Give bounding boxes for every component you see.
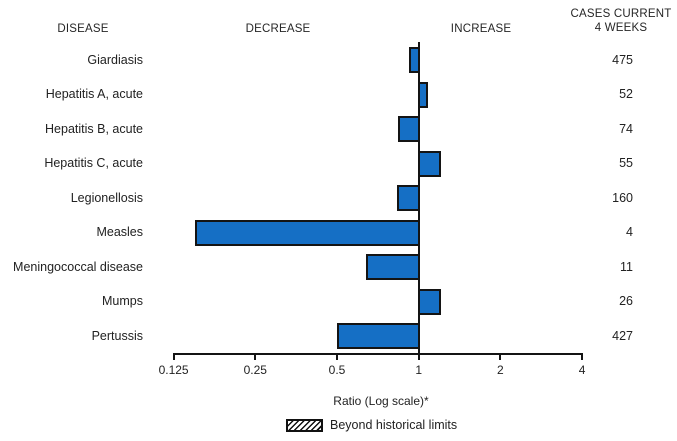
- disease-label: Mumps: [102, 294, 143, 309]
- cases-value: 55: [619, 156, 633, 171]
- ratio-bar: [337, 323, 420, 349]
- legend-hatch-swatch: [286, 418, 323, 432]
- column-header-cases-line2: 4 WEEKS: [594, 22, 648, 34]
- ratio-bar: [418, 288, 442, 315]
- legend: Beyond historical limits: [286, 418, 457, 432]
- ratio-bar: [366, 254, 420, 281]
- cases-value: 427: [612, 328, 633, 343]
- x-axis-tick-label: 0.5: [328, 363, 346, 377]
- column-header-decrease: DECREASE: [245, 23, 311, 35]
- disease-label: Giardiasis: [87, 52, 143, 67]
- x-axis-tick-label: 1: [415, 363, 423, 377]
- disease-label: Hepatitis C, acute: [44, 156, 143, 171]
- cases-value: 160: [612, 190, 633, 205]
- column-header-cases: CASES CURRENT 4 WEEKS: [561, 7, 677, 35]
- ratio-bar: [418, 150, 442, 177]
- cases-value: 74: [619, 121, 633, 136]
- column-header-increase: INCREASE: [450, 23, 512, 35]
- x-axis-tick: [417, 353, 420, 360]
- disease-label: Pertussis: [91, 328, 143, 343]
- x-axis-tick-label: 2: [497, 363, 504, 377]
- x-axis-tick-label: 0.25: [243, 363, 267, 377]
- column-header-disease: DISEASE: [57, 23, 109, 35]
- disease-label: Hepatitis A, acute: [45, 87, 143, 102]
- column-header-cases-line1: CASES CURRENT: [570, 8, 672, 20]
- x-axis-tick: [254, 353, 257, 360]
- cases-value: 52: [619, 87, 633, 102]
- x-axis-tick: [336, 353, 338, 360]
- cases-value: 26: [619, 294, 633, 309]
- disease-label: Hepatitis B, acute: [45, 121, 143, 136]
- cases-value: 4: [626, 225, 633, 240]
- cases-value: 11: [620, 259, 633, 274]
- disease-label: Measles: [96, 225, 143, 240]
- legend-label: Beyond historical limits: [330, 418, 458, 432]
- x-axis-tick: [172, 353, 175, 360]
- x-axis-tick: [499, 353, 502, 360]
- baseline-ratio-1: [417, 42, 420, 355]
- disease-label: Legionellosis: [70, 190, 143, 205]
- x-axis-tick-label: 0.125: [158, 363, 189, 377]
- disease-label: Meningococcal disease: [13, 259, 143, 274]
- x-axis-line: [172, 353, 584, 355]
- ratio-bar: [195, 219, 420, 246]
- x-axis-label: Ratio (Log scale)*: [333, 394, 429, 408]
- ratio-bar: [396, 185, 420, 212]
- cases-value: 475: [612, 52, 633, 67]
- x-axis-tick: [581, 353, 584, 360]
- x-axis-tick-label: 4: [578, 363, 586, 377]
